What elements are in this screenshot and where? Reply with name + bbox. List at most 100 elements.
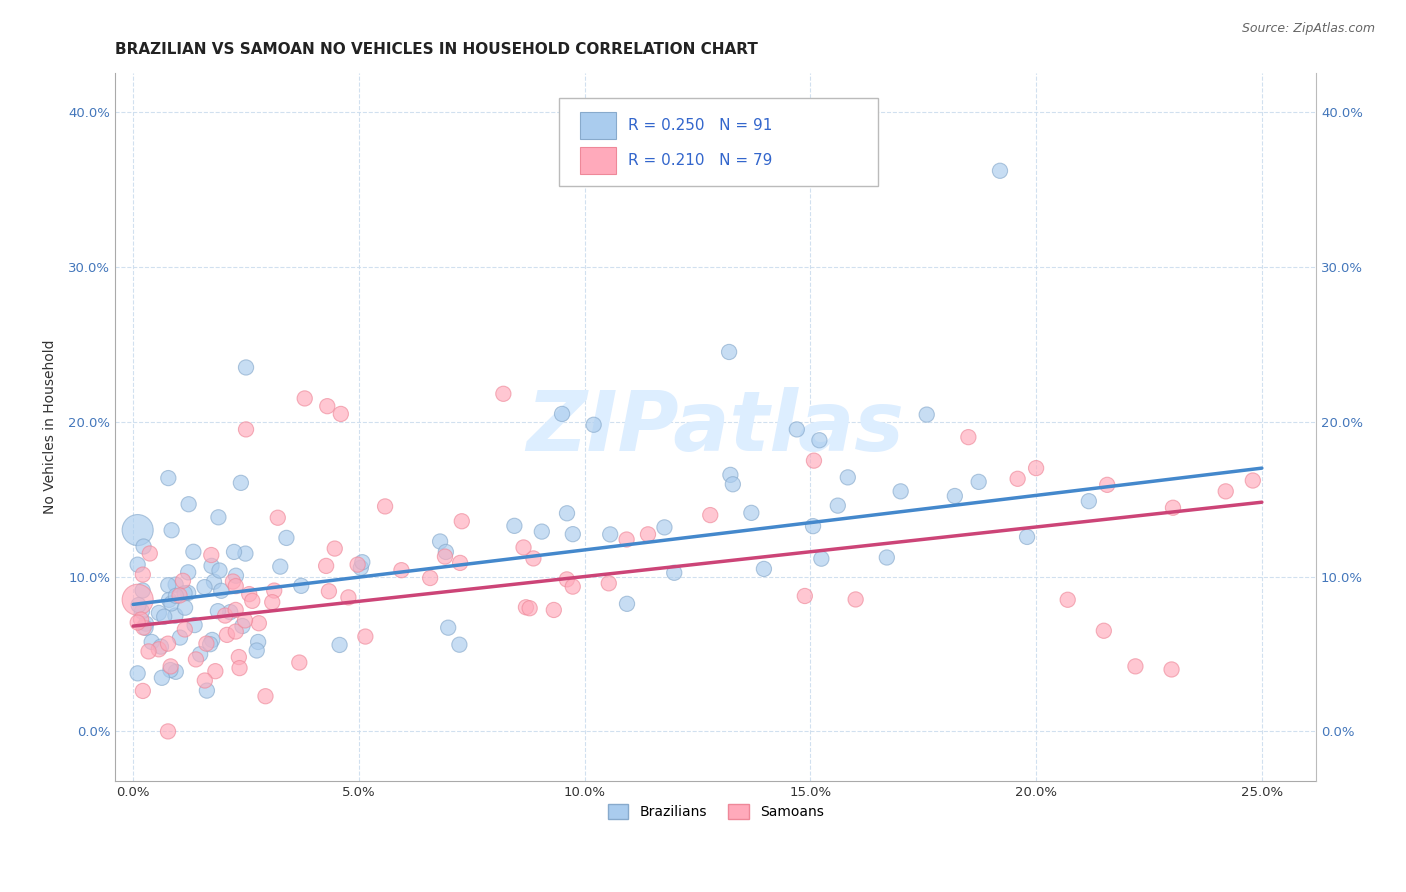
Point [127, 558, 149, 572]
Point [127, 615, 149, 630]
Point [157, 592, 180, 607]
Point [354, 630, 377, 644]
Point [235, 547, 257, 561]
Point [148, 642, 170, 657]
Point [246, 643, 269, 657]
Point [225, 624, 247, 639]
Point [229, 475, 252, 490]
Point [943, 489, 966, 503]
Point [177, 586, 200, 600]
Point [172, 574, 194, 588]
Point [131, 583, 153, 598]
Point [132, 621, 155, 635]
Point [201, 632, 224, 647]
Point [132, 540, 155, 554]
Point [323, 541, 346, 556]
Point [1025, 461, 1047, 475]
Point [808, 434, 831, 448]
Point [157, 471, 180, 485]
Point [561, 580, 583, 594]
Point [135, 616, 157, 631]
Point [200, 558, 222, 573]
Point [267, 510, 290, 524]
Point [132, 567, 155, 582]
Point [803, 453, 825, 467]
Point [434, 545, 457, 559]
Text: BRAZILIAN VS SAMOAN NO VEHICLES IN HOUSEHOLD CORRELATION CHART: BRAZILIAN VS SAMOAN NO VEHICLES IN HOUSE… [115, 42, 758, 57]
Point [429, 534, 451, 549]
Point [551, 407, 574, 421]
Point [315, 558, 337, 573]
Point [219, 605, 242, 619]
Point [290, 579, 312, 593]
Point [156, 637, 179, 651]
Point [207, 510, 229, 524]
Text: R = 0.250   N = 91: R = 0.250 N = 91 [628, 118, 772, 133]
Point [157, 578, 180, 592]
Point [238, 587, 260, 601]
Text: R = 0.210   N = 79: R = 0.210 N = 79 [628, 153, 772, 168]
Point [138, 644, 160, 658]
Point [160, 523, 183, 537]
Point [235, 422, 257, 436]
Point [599, 527, 621, 541]
Point [1007, 472, 1029, 486]
Point [1095, 478, 1118, 492]
Point [200, 548, 222, 562]
Point [1125, 659, 1147, 673]
Point [512, 541, 534, 555]
FancyBboxPatch shape [579, 147, 616, 174]
Point [1160, 663, 1182, 677]
Point [263, 583, 285, 598]
Point [149, 640, 172, 654]
Point [276, 531, 298, 545]
Point [522, 551, 544, 566]
Point [240, 594, 263, 608]
Point [391, 563, 413, 577]
Point [129, 613, 152, 627]
Point [177, 566, 200, 580]
Point [169, 589, 191, 603]
Point [215, 628, 238, 642]
Point [184, 652, 207, 666]
Point [837, 470, 859, 484]
Point [555, 573, 578, 587]
Point [160, 597, 183, 611]
Point [127, 666, 149, 681]
Point [346, 558, 368, 572]
Point [449, 556, 471, 570]
FancyBboxPatch shape [579, 112, 616, 139]
Point [254, 690, 277, 704]
Point [165, 608, 187, 623]
Point [1161, 500, 1184, 515]
Point [810, 551, 832, 566]
Point [374, 500, 396, 514]
Point [235, 360, 257, 375]
Point [752, 562, 775, 576]
Point [316, 399, 339, 413]
Point [198, 637, 221, 651]
Point [543, 603, 565, 617]
Point [209, 583, 232, 598]
Point [165, 577, 187, 591]
Point [233, 614, 256, 628]
Point [225, 603, 247, 617]
Point [225, 579, 247, 593]
Point [786, 422, 808, 436]
Point [194, 673, 217, 688]
Point [699, 508, 721, 522]
Point [616, 533, 638, 547]
Point [318, 584, 340, 599]
Point [150, 671, 173, 685]
Point [169, 631, 191, 645]
Point [492, 386, 515, 401]
Point [231, 619, 253, 633]
Point [637, 527, 659, 541]
Point [207, 604, 229, 618]
Point [157, 724, 180, 739]
Point [654, 520, 676, 534]
Point [718, 467, 741, 482]
Point [876, 550, 898, 565]
Point [153, 609, 176, 624]
Point [515, 600, 537, 615]
